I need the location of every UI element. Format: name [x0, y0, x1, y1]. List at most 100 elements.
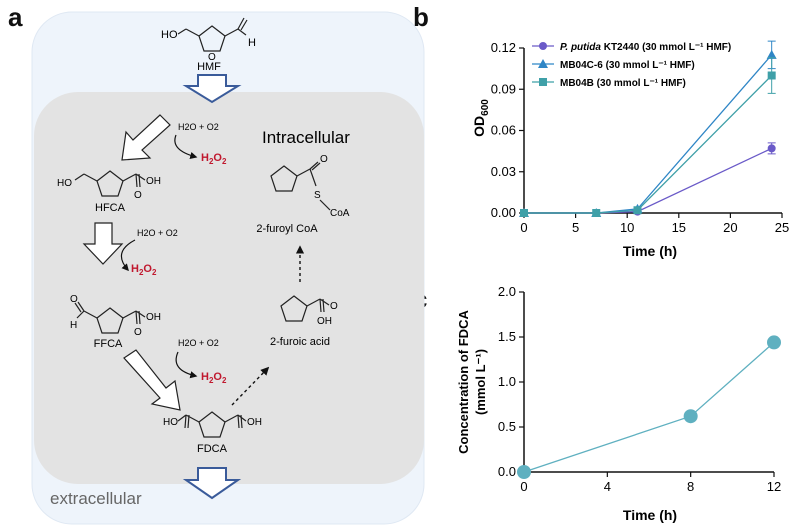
chart-b-x-tick-label: 0 [520, 220, 527, 235]
panel-letter-b: b [413, 2, 429, 32]
chart-b-legend-marker-0 [539, 42, 547, 50]
intracellular-box [34, 92, 424, 484]
step2-arrow [82, 222, 124, 265]
chart-b-axes: 0 5 10 15 20 25 0.00 0.03 0.06 0.09 0.12 [491, 40, 790, 235]
uptake-arrow [182, 74, 242, 104]
chart-b-point-s2 [767, 71, 776, 80]
hfca-ho-label: HO [57, 178, 72, 189]
chart-c-x-tick-label: 8 [687, 479, 694, 494]
h2o2-product-1: H2O2 [201, 152, 227, 166]
fdca-oh-label: OH [247, 417, 262, 428]
compound-label-furoyl-coa: 2-furoyl CoA [256, 223, 318, 235]
compound-label-hmf: HMF [197, 61, 221, 73]
hfca-o-label: O [134, 190, 142, 201]
chart-c-y-tick-label: 0.5 [498, 419, 516, 434]
compound-label-ffca: FFCA [94, 338, 123, 350]
cofactor-1: H2O + O2 [178, 122, 219, 132]
chart-b-xlabel: Time (h) [623, 243, 677, 259]
extracellular-label: extracellular [50, 489, 142, 508]
chart-b-y-tick-label: 0.09 [491, 81, 516, 96]
chart-c-x-tick-label: 4 [604, 479, 611, 494]
furoyl-s-label: S [314, 190, 321, 201]
chart-b-point-s2 [633, 206, 642, 215]
svg-text:H2O2: H2O2 [131, 263, 157, 277]
cofactor-3: H2O + O2 [178, 338, 219, 348]
pathway-diagram: HO O H HMF Intracellular H2O + O2 H2O2 H… [31, 11, 425, 525]
chart-b-legend-marker-1 [538, 59, 548, 68]
step3-curve-arrow [175, 351, 198, 379]
furoic-acid-structure [280, 295, 330, 322]
ffca-o-aldehyde: O [70, 294, 78, 305]
furoyl-coa-label: CoA [330, 208, 350, 219]
hmf-o-ring: O [208, 52, 216, 63]
step2-curve-arrow [120, 239, 136, 272]
chart-b-y-tick-label: 0.12 [491, 40, 516, 55]
chart-b-x-tick-label: 20 [723, 220, 737, 235]
fdca-ho-label: HO [163, 417, 178, 428]
chart-b-x-tick-label: 15 [672, 220, 686, 235]
chart-b-y-tick-label: 0.00 [491, 205, 516, 220]
chart-b-point-s2 [520, 209, 528, 217]
furoyl-o-label: O [320, 154, 328, 165]
chart-c-y-tick-label: 1.5 [498, 329, 516, 344]
chart-b-legend: P. putida KT2440 (30 mmol L⁻¹ HMF) MB04C-… [532, 42, 731, 89]
chart-b-point-s1 [766, 49, 777, 59]
cofactor-2: H2O + O2 [137, 228, 178, 238]
chart-c-x-tick-label: 12 [767, 479, 781, 494]
chart-c: 0 4 8 12 0.0 0.5 1.0 1.5 2.0 Time (h) Concentrat… [456, 284, 781, 523]
compound-label-furoic: 2-furoic acid [270, 336, 330, 348]
chart-b-x-tick-label: 5 [572, 220, 579, 235]
chart-b-x-tick-label: 10 [620, 220, 634, 235]
chart-c-y-tick-label: 0.0 [498, 464, 516, 479]
hmf-h-label: H [248, 37, 256, 49]
svg-text:H2O2: H2O2 [201, 371, 227, 385]
h2o2-product-2: H2O2 [131, 263, 157, 277]
chart-c-ylabel-line1: Concentration of FDCA [456, 310, 471, 454]
fdca-to-furoic-arrow [231, 366, 270, 406]
furoic-oh-label: OH [317, 316, 332, 327]
chart-b-series-line-0 [524, 147, 772, 214]
chart-b: 0 5 10 15 20 25 0.00 0.03 0.06 0.09 0.12 P. putida… [471, 40, 790, 259]
export-arrow [182, 467, 242, 500]
chart-b-point-s0 [767, 144, 776, 153]
chart-c-xlabel: Time (h) [623, 507, 677, 523]
furoic-o-label: O [330, 301, 338, 312]
chart-b-legend-marker-2 [539, 78, 547, 86]
hfca-oh-label: OH [146, 176, 161, 187]
step1-arrow [121, 114, 171, 161]
chart-c-x-tick-label: 0 [520, 479, 527, 494]
chart-b-legend-entry-2: MB04B (30 mmol L⁻¹ HMF) [560, 78, 686, 89]
hfca-structure [74, 170, 146, 197]
fdca-structure [177, 411, 247, 438]
chart-c-y-tick-label: 1.0 [498, 374, 516, 389]
svg-text:H2O2: H2O2 [201, 152, 227, 166]
ffca-o-label: O [134, 327, 142, 338]
h2o2-product-3: H2O2 [201, 371, 227, 385]
chart-b-ylabel-main: OD [471, 116, 487, 137]
chart-b-ylabel-sub: 600 [480, 99, 491, 116]
chart-c-point-s0 [683, 409, 698, 424]
chart-b-x-tick-label: 25 [775, 220, 789, 235]
chart-b-point-s2 [592, 209, 601, 217]
panel-letter-a: a [8, 2, 23, 32]
chart-b-legend-entry-1: MB04C-6 (30 mmol L⁻¹ HMF) [560, 60, 695, 71]
step3-arrow [123, 349, 181, 411]
chart-c-axes: 0 4 8 12 0.0 0.5 1.0 1.5 2.0 [498, 284, 781, 494]
chart-b-series-line-2 [524, 75, 773, 214]
chart-c-ylabel-line2: (mmol L⁻¹) [473, 349, 488, 415]
furoyl-coa-structure [270, 161, 331, 211]
chart-b-legend-entry-0: P. putida KT2440 (30 mmol L⁻¹ HMF) [560, 42, 731, 53]
ffca-h-label: H [70, 320, 77, 331]
intracellular-label: Intracellular [262, 128, 350, 147]
chart-c-series-line-0 [523, 341, 775, 473]
compound-label-fdca: FDCA [197, 443, 228, 455]
ffca-structure [74, 301, 146, 334]
hmf-ho-label: HO [161, 29, 178, 41]
ffca-oh-label: OH [146, 312, 161, 323]
chart-b-y-tick-label: 0.06 [491, 123, 516, 138]
chart-c-y-tick-label: 2.0 [498, 284, 516, 299]
chart-b-ylabel: OD600 [471, 99, 491, 137]
step1-curve-arrow [174, 134, 198, 159]
hmf-structure [177, 17, 248, 52]
chart-c-point-s0 [517, 465, 531, 479]
